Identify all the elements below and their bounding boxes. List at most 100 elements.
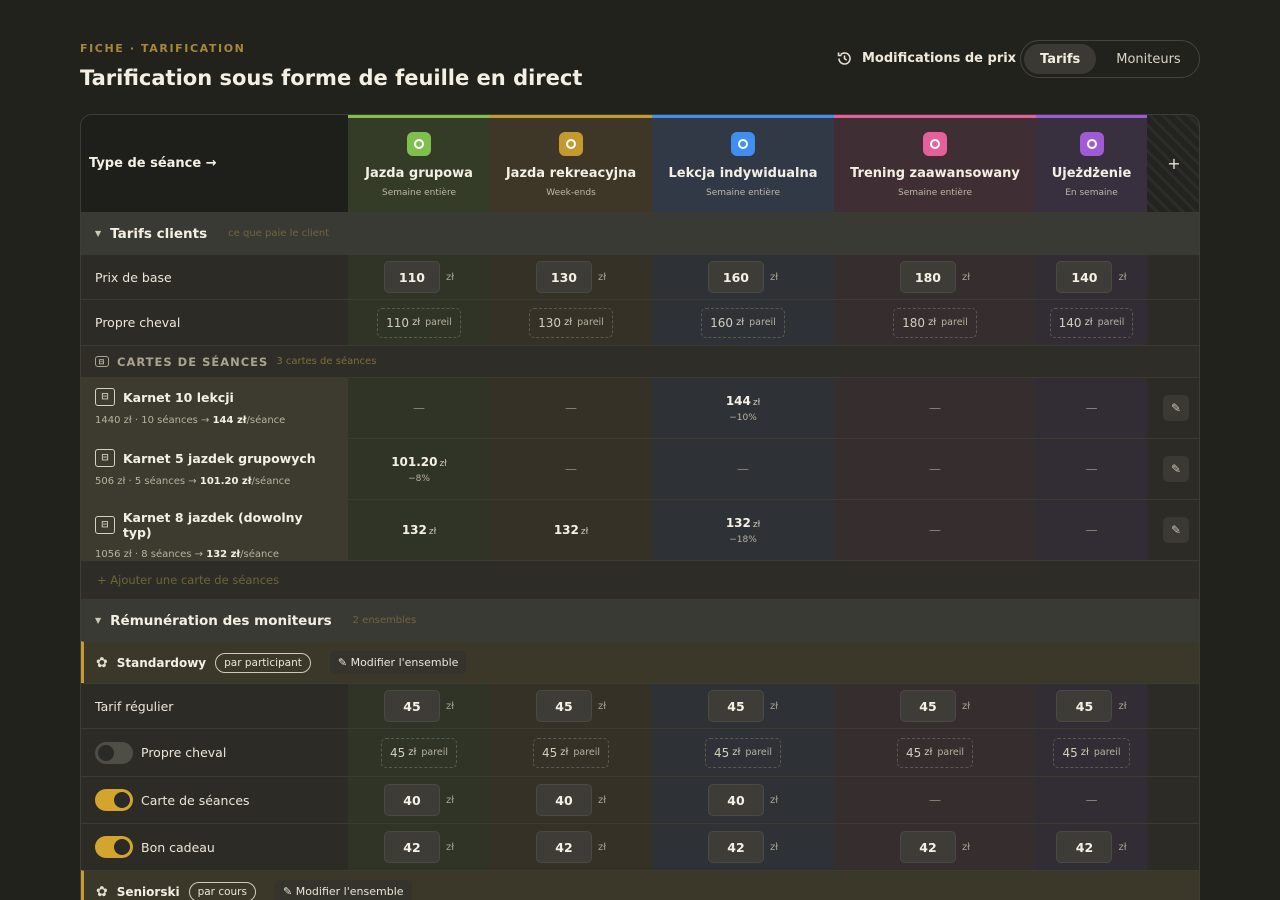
inherited-value: 160 [710, 315, 734, 330]
inherited-price[interactable]: 45 zł pareil [704, 737, 782, 768]
row-label-text: Carte de séances [141, 792, 250, 808]
inherited-value: 180 [902, 315, 926, 330]
service-name: Jazda grupowa [365, 166, 473, 181]
price-input[interactable]: 45 [1056, 690, 1113, 722]
card-price-value: 132 [553, 523, 579, 537]
price-input[interactable]: 140 [1056, 261, 1113, 293]
breadcrumb: FICHE · TARIFICATION [80, 42, 246, 55]
section-title: Tarifs clients [110, 225, 208, 242]
price-input[interactable]: 42 [383, 831, 440, 863]
pay-group: ✿ Seniorski par cours ✎ Modifier l'ensemble [81, 870, 1199, 900]
service-column-3[interactable]: Lekcja indywidualna Semaine entière [652, 115, 834, 212]
service-column-4[interactable]: Trening zaawansowany Semaine entière [834, 115, 1036, 212]
price-input[interactable]: 40 [535, 784, 592, 816]
price-history-button[interactable]: Modifications de prix [836, 50, 1016, 67]
collapse-icon[interactable]: ▼ [95, 616, 102, 625]
price-input[interactable]: 110 [383, 261, 440, 293]
price-input[interactable]: 45 [535, 690, 592, 722]
price-input[interactable]: 180 [899, 261, 956, 293]
edit-card-button[interactable]: ✎ [1163, 517, 1189, 543]
pay-group: ✿ Standardowy par participant ✎ Modifier l'… [81, 641, 1199, 683]
service-schedule: En semaine [1065, 188, 1118, 198]
toggle-switch[interactable] [95, 741, 133, 764]
price-input[interactable]: 45 [707, 690, 764, 722]
empty-cell: — [565, 401, 577, 415]
currency-unit: zł [1084, 317, 1093, 328]
currency-unit: zł [408, 747, 417, 758]
same-label: pareil [421, 747, 449, 758]
tab-tarifs[interactable]: Tarifs [1024, 44, 1097, 74]
collapse-icon[interactable]: ▼ [95, 229, 102, 238]
service-schedule: Week-ends [546, 188, 596, 198]
currency-unit: zł [439, 458, 447, 469]
toggle-switch[interactable] [95, 789, 133, 811]
price-input[interactable]: 45 [899, 690, 956, 722]
inherited-value: 45 [713, 745, 730, 760]
edit-card-button[interactable]: ✎ [1163, 395, 1189, 421]
inherited-price[interactable]: 110 zł pareil [377, 307, 461, 338]
empty-cell: — [1085, 401, 1098, 415]
view-switch: Tarifs Moniteurs [1020, 40, 1200, 78]
card-meta: 506 zł · 5 séances → 101.20 zł/séance [95, 476, 291, 487]
empty-cell: — [929, 523, 941, 537]
price-input[interactable]: 42 [899, 831, 956, 863]
inherited-price[interactable]: 130 zł pareil [529, 307, 613, 338]
price-input[interactable]: 42 [707, 831, 764, 863]
service-name: Jazda rekreacyjna [505, 166, 637, 181]
currency-unit: zł [769, 700, 779, 712]
card-meta: 1440 zł · 10 séances → 144 zł/séance [95, 415, 286, 426]
price-input[interactable]: 160 [707, 261, 764, 293]
ticket-icon: ⊟ [95, 516, 115, 534]
add-column-button[interactable]: + [1147, 115, 1199, 212]
row-label: Tarif régulier [95, 684, 173, 728]
tab-moniteurs[interactable]: Moniteurs [1116, 51, 1181, 67]
modify-set-button[interactable]: ✎ Modifier l'ensemble [274, 880, 412, 900]
card-meta: 1056 zł · 8 séances → 132 zł/séance [95, 549, 279, 560]
currency-unit: zł [445, 794, 455, 806]
add-card-row: + Ajouter une carte de séances [81, 560, 1199, 599]
inherited-price[interactable]: 45 zł pareil [380, 737, 458, 768]
service-column-1[interactable]: Jazda grupowa Semaine entière [348, 115, 490, 212]
section-note: 2 ensembles [352, 615, 417, 626]
price-input[interactable]: 40 [707, 784, 764, 816]
price-input[interactable]: 130 [535, 261, 592, 293]
price-input[interactable]: 42 [535, 831, 592, 863]
inherited-value: 45 [905, 745, 922, 760]
section-note: 3 cartes de séances [276, 356, 377, 367]
circle-icon [731, 132, 755, 156]
currency-unit: zł [928, 317, 937, 328]
inherited-price[interactable]: 180 zł pareil [893, 307, 977, 338]
card-name: Karnet 8 jazdek (dowolny typ) [122, 510, 303, 540]
toggle-switch[interactable] [95, 836, 133, 858]
service-schedule: Semaine entière [898, 188, 972, 198]
row-base-price: Prix de base 110 zł 130 zł 160 zł 180 zł 140 zł [81, 254, 1199, 299]
modify-set-button[interactable]: ✎ Modifier l'ensemble [329, 651, 467, 674]
service-schedule: Semaine entière [382, 188, 456, 198]
service-column-5[interactable]: Ujeżdżenie En semaine [1036, 115, 1147, 212]
group-tag: par cours [188, 881, 256, 900]
price-input[interactable]: 45 [383, 690, 440, 722]
same-label: pareil [573, 747, 601, 758]
same-label: pareil [577, 317, 604, 328]
inherited-price[interactable]: 45 zł pareil [532, 737, 610, 768]
currency-unit: zł [736, 317, 745, 328]
empty-cell: — [1085, 793, 1098, 807]
row-label: Bon cadeau [95, 824, 215, 870]
add-card-button[interactable]: + Ajouter une carte de séances [97, 573, 280, 587]
card-name: Karnet 5 jazdek grupowych [123, 450, 316, 466]
edit-card-button[interactable]: ✎ [1163, 456, 1189, 482]
inherited-price[interactable]: 160 zł pareil [701, 307, 785, 338]
same-label: pareil [745, 747, 773, 758]
price-input[interactable]: 42 [1056, 831, 1113, 863]
service-column-2[interactable]: Jazda rekreacyjna Week-ends [490, 115, 652, 212]
ticket-icon: ⊟ [95, 449, 115, 467]
card-discount: −18% [729, 534, 757, 545]
currency-unit: zł [580, 527, 589, 537]
inherited-price[interactable]: 140 zł pareil [1049, 307, 1134, 338]
card-discount: −8% [408, 473, 430, 484]
inherited-price[interactable]: 45 zł pareil [896, 737, 974, 768]
currency-unit: zł [560, 747, 569, 758]
inherited-price[interactable]: 45 zł pareil [1053, 737, 1130, 768]
price-input[interactable]: 40 [383, 784, 440, 816]
empty-cell: — [413, 401, 425, 415]
